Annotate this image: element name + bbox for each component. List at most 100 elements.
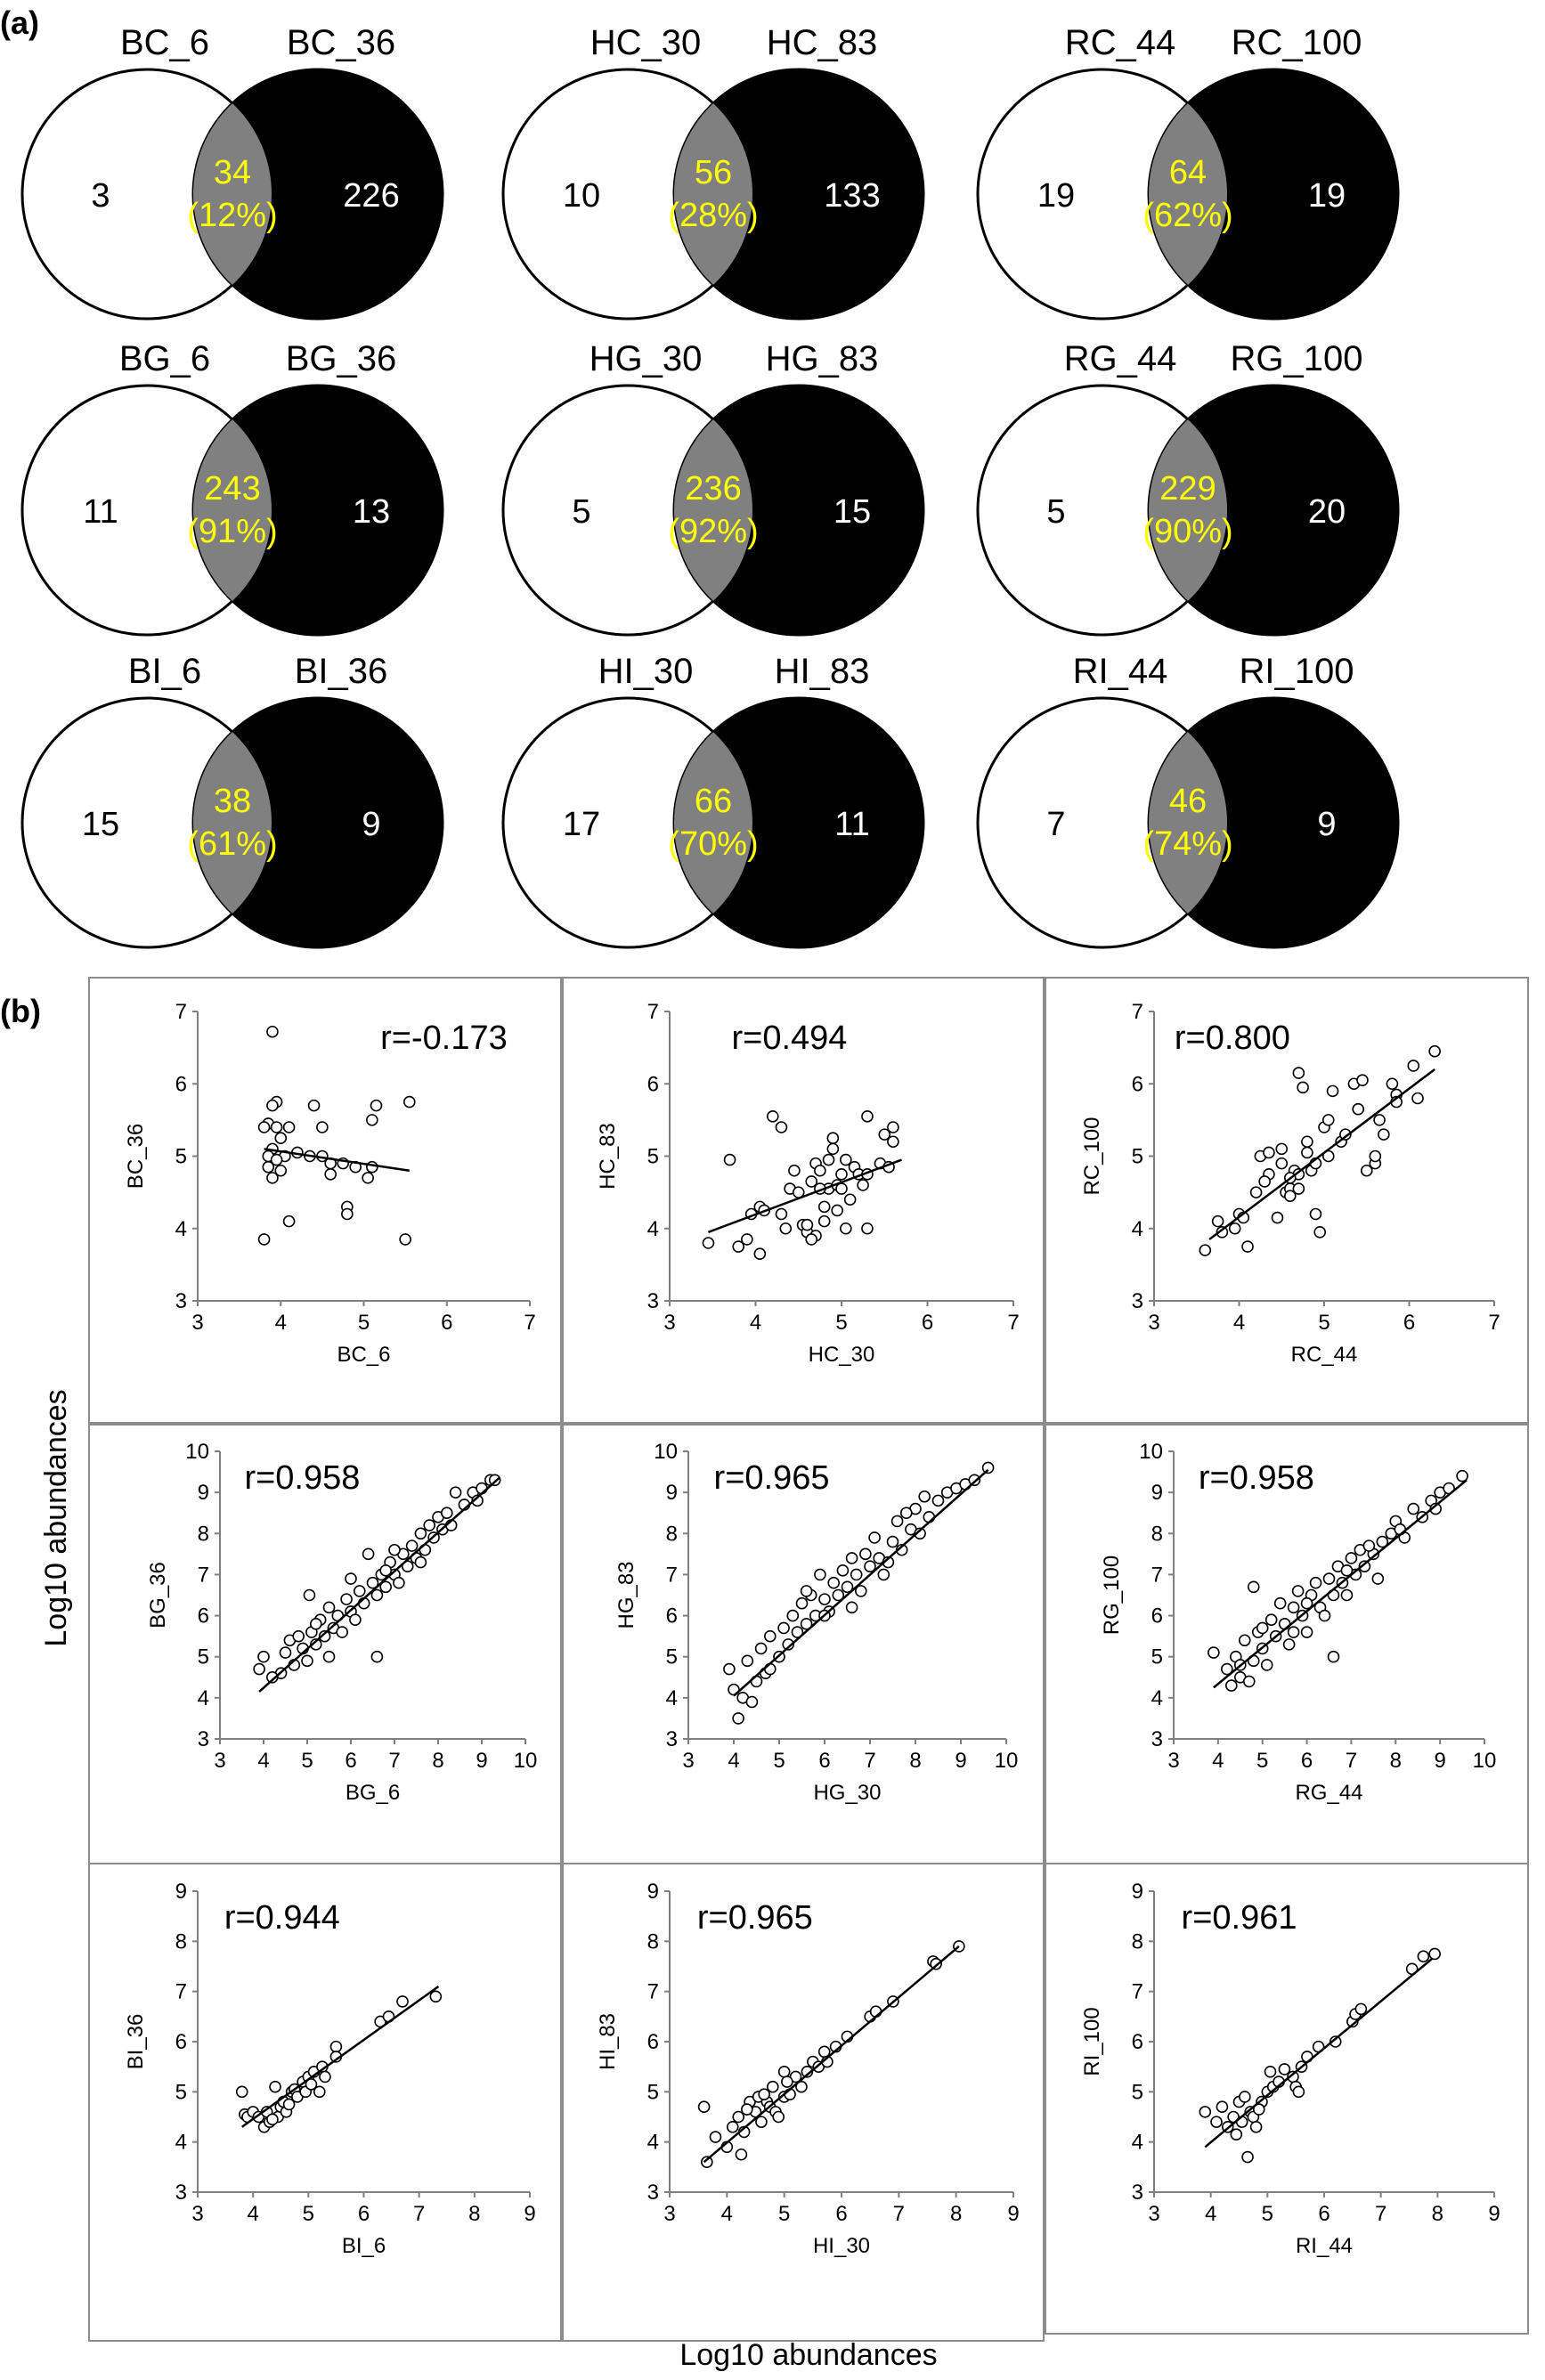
x-tick-label: 4 bbox=[1205, 2202, 1216, 2226]
x-tick-label: 5 bbox=[773, 1749, 785, 1773]
y-tick-label: 7 bbox=[198, 1563, 209, 1587]
data-point bbox=[850, 1568, 863, 1581]
x-tick-label: 4 bbox=[1212, 1749, 1224, 1773]
data-point bbox=[1199, 2106, 1212, 2118]
venn-diagram-grid: BC_6 BC_36 3 226 34 (12%) HC_30 HC_83 10 133 56 (28… bbox=[20, 23, 1400, 949]
data-point bbox=[1407, 1502, 1420, 1515]
x-tick-label: 6 bbox=[1301, 1749, 1313, 1773]
data-point bbox=[835, 1168, 848, 1181]
y-axis-label: HG_83 bbox=[614, 1561, 638, 1629]
data-point bbox=[266, 2113, 279, 2126]
x-tick-label: 4 bbox=[1233, 1311, 1245, 1335]
data-point bbox=[1362, 1539, 1376, 1552]
y-tick-label: 7 bbox=[647, 1980, 659, 2004]
x-tick-label: 5 bbox=[835, 1311, 847, 1335]
data-point bbox=[1321, 1114, 1335, 1126]
scatter-plot-grid: 3 4 5 6 7 3 4 5 6 7 BC_6 BC_36 r=-0.173 3 4 5 6 7 3 4 5 6 7 HC_… bbox=[88, 977, 1529, 2342]
data-point bbox=[741, 1233, 753, 1246]
x-axis-label: HG_30 bbox=[813, 1781, 881, 1805]
global-x-axis-label: Log10 abundances bbox=[679, 2338, 937, 2372]
data-point bbox=[827, 1576, 841, 1589]
data-point bbox=[887, 1135, 899, 1149]
venn-right-label: HG_83 bbox=[766, 339, 879, 378]
data-point bbox=[1360, 1164, 1373, 1177]
venn-right-label: HI_83 bbox=[775, 652, 870, 691]
data-point bbox=[755, 2116, 768, 2128]
venn-left-label: HG_30 bbox=[590, 339, 703, 378]
venn-right-label: HC_83 bbox=[767, 23, 878, 62]
panel-frame bbox=[562, 977, 1045, 1424]
venn-left-only-count: 7 bbox=[1046, 806, 1065, 843]
data-point bbox=[840, 1222, 852, 1235]
data-point bbox=[414, 1556, 427, 1569]
x-tick-label: 6 bbox=[818, 1749, 830, 1773]
data-point bbox=[1329, 2035, 1342, 2048]
correlation-label: r=0.965 bbox=[714, 1459, 830, 1497]
data-point bbox=[1249, 2120, 1263, 2133]
venn-left-only-count: 3 bbox=[91, 177, 110, 215]
data-point bbox=[861, 1110, 874, 1123]
data-point bbox=[861, 1222, 874, 1235]
data-point bbox=[1271, 1211, 1284, 1224]
venn-right-only-count: 226 bbox=[343, 177, 399, 215]
venn-right-label: RC_100 bbox=[1232, 23, 1362, 62]
x-tick-label: 6 bbox=[922, 1311, 933, 1335]
venn-shared-count: 236 bbox=[685, 470, 741, 508]
data-point bbox=[818, 1593, 831, 1605]
data-point bbox=[379, 1564, 393, 1577]
data-point bbox=[1428, 1044, 1441, 1058]
y-tick-label: 3 bbox=[175, 1289, 187, 1313]
data-point bbox=[1411, 1092, 1424, 1105]
y-tick-label: 3 bbox=[647, 2181, 659, 2205]
data-point bbox=[423, 1519, 436, 1531]
y-tick-label: 6 bbox=[666, 1604, 678, 1629]
data-point bbox=[723, 1153, 736, 1166]
x-tick-label: 3 bbox=[191, 1311, 203, 1335]
data-point bbox=[1373, 1114, 1386, 1126]
data-point bbox=[1256, 1621, 1269, 1635]
correlation-label: r=0.800 bbox=[1175, 1019, 1290, 1057]
data-point bbox=[845, 1601, 858, 1614]
data-point bbox=[697, 2100, 711, 2114]
data-point bbox=[266, 1172, 279, 1184]
venn-diagram: RG_44 RG_100 5 20 229 (90%) bbox=[976, 339, 1400, 637]
data-point bbox=[257, 1650, 270, 1663]
y-tick-label: 5 bbox=[1132, 1145, 1143, 1169]
data-point bbox=[777, 1621, 790, 1635]
data-point bbox=[1249, 1186, 1263, 1198]
data-point bbox=[265, 1670, 279, 1684]
y-tick-label: 7 bbox=[1151, 1563, 1163, 1587]
venn-left-label: RC_44 bbox=[1065, 23, 1176, 62]
y-tick-label: 8 bbox=[666, 1522, 678, 1546]
x-tick-label: 8 bbox=[950, 2202, 962, 2226]
data-point bbox=[1358, 1560, 1371, 1572]
venn-right-only-count: 9 bbox=[362, 806, 380, 843]
data-point bbox=[324, 1168, 337, 1181]
venn-right-only-count: 11 bbox=[834, 806, 869, 843]
venn-shared-percent: (70%) bbox=[668, 825, 758, 863]
data-point bbox=[795, 2080, 808, 2093]
venn-right-only-count: 15 bbox=[833, 493, 871, 531]
data-point bbox=[890, 1515, 904, 1528]
scatter-panel: 3 4 5 6 7 8 9 10 3 4 5 6 7 8 9 10 HG_30 HG_83 r=0.965 bbox=[562, 1424, 1045, 1864]
data-point bbox=[399, 1233, 411, 1246]
data-point bbox=[309, 1618, 322, 1630]
x-tick-label: 4 bbox=[275, 1311, 287, 1335]
x-tick-label: 7 bbox=[524, 1311, 535, 1335]
panel-frame bbox=[1045, 977, 1529, 1424]
data-point bbox=[307, 1099, 321, 1112]
y-axis-label: BC_36 bbox=[124, 1124, 148, 1189]
x-tick-label: 3 bbox=[214, 1749, 225, 1773]
data-point bbox=[786, 1609, 800, 1622]
data-point bbox=[1260, 1659, 1273, 1671]
venn-left-label: BC_6 bbox=[120, 23, 209, 62]
data-point bbox=[471, 1494, 484, 1507]
venn-left-label: RI_44 bbox=[1073, 652, 1168, 691]
scatter-panel: 3 4 5 6 7 8 9 3 4 5 6 7 8 9 BI_6 BI_36 r=0.944 bbox=[88, 1863, 562, 2342]
venn-shared-count: 38 bbox=[214, 783, 251, 820]
data-point bbox=[854, 1585, 867, 1597]
data-point bbox=[1394, 1523, 1407, 1536]
data-point bbox=[826, 1142, 840, 1156]
data-point bbox=[841, 1580, 854, 1594]
venn-left-label: BG_6 bbox=[119, 339, 210, 378]
